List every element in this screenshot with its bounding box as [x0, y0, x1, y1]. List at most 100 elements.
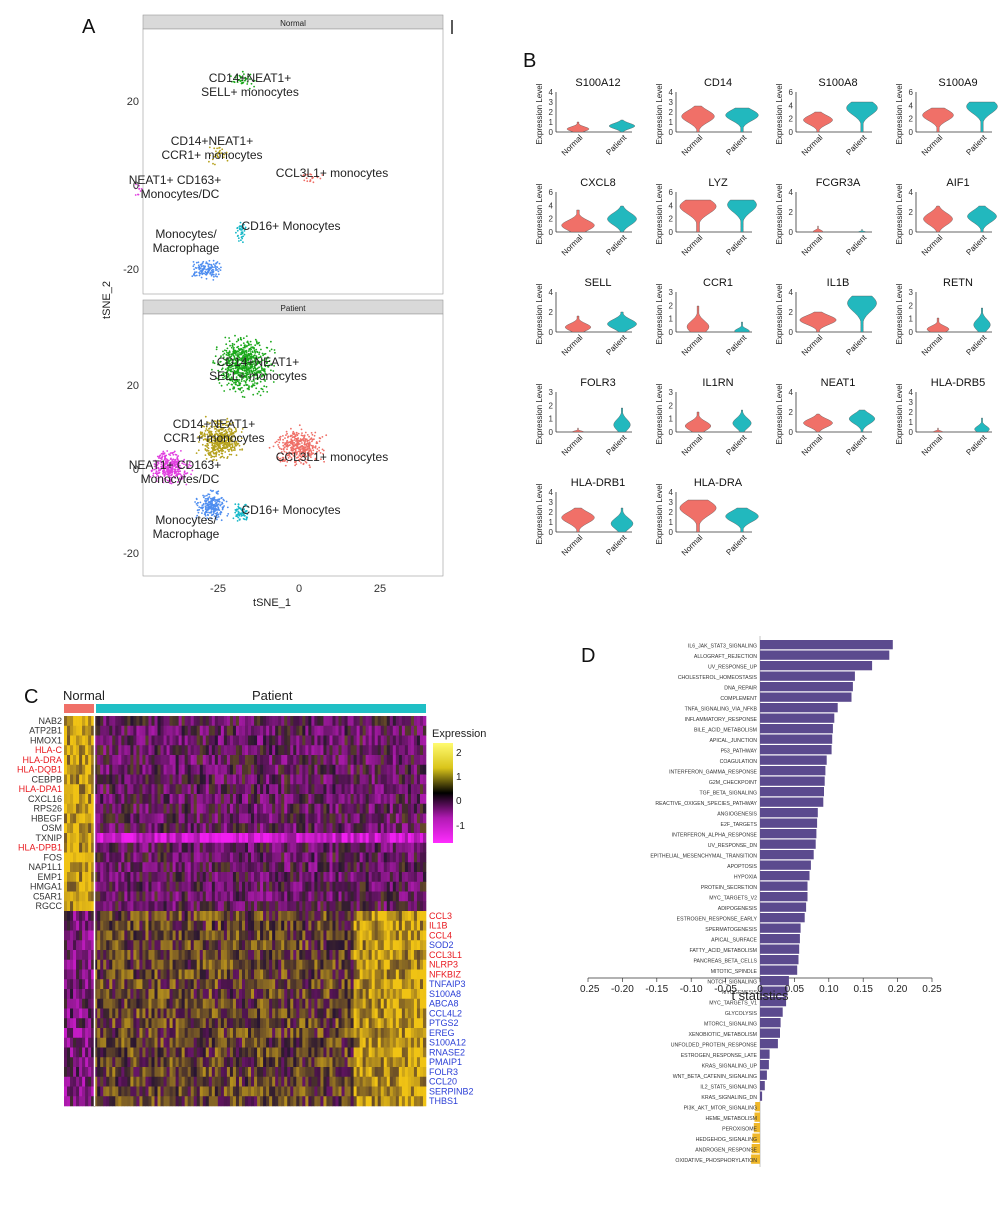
- heatmap-cell: [368, 774, 372, 785]
- heatmap-cell: [272, 823, 276, 834]
- normal-facet-label: Normal: [280, 19, 306, 28]
- heatmap-cell: [172, 755, 176, 766]
- heatmap-cell: [299, 784, 303, 795]
- tsne-y-ticks: 20 0 -20 20 0 -20: [123, 96, 139, 560]
- patient-point-sell: [264, 380, 266, 382]
- heatmap-cell: [260, 842, 264, 853]
- heatmap-cell: [413, 725, 418, 736]
- patient-point-cd16: [234, 503, 237, 506]
- heatmap-cell: [202, 725, 207, 736]
- heatmap-cell: [314, 852, 318, 863]
- normal-point-ccr1: [211, 158, 214, 161]
- heatmap-cell: [91, 725, 95, 736]
- heatmap-cell: [109, 813, 113, 824]
- normal-point-mac: [215, 269, 217, 271]
- violin-group-label: Patient: [604, 533, 629, 558]
- heatmap-cell: [103, 862, 107, 873]
- heatmap-cell: [296, 852, 300, 863]
- patient-point-sell: [266, 361, 268, 364]
- patient-point-ccl3l1: [310, 456, 312, 458]
- heatmap-cell: [407, 833, 412, 844]
- heatmap-cell: [314, 774, 318, 785]
- heatmap-cell: [395, 833, 400, 844]
- heatmap-cell: [365, 755, 369, 766]
- patient-point-cd163: [173, 470, 176, 472]
- heatmap-cell: [347, 774, 351, 785]
- heatmap-cell: [67, 901, 71, 912]
- heatmap-cell: [136, 872, 140, 883]
- heatmap-cell: [196, 725, 201, 736]
- heatmap-cell: [296, 891, 300, 902]
- heatmap-cell: [359, 784, 363, 795]
- patient-point-sell: [223, 390, 226, 392]
- violin-normal: [923, 205, 953, 233]
- heatmap-cell: [94, 716, 98, 727]
- heatmap-cell: [91, 716, 95, 727]
- heatmap-cell: [410, 823, 415, 834]
- heatmap-cell: [145, 745, 149, 756]
- heatmap-cell: [392, 774, 397, 785]
- patient-point-cd163: [183, 458, 186, 461]
- heatmap-cell: [238, 774, 243, 785]
- violin-gene-title: CD14: [704, 77, 732, 89]
- heatmap-cell: [205, 794, 210, 805]
- heatmap-cell: [202, 764, 207, 775]
- heatmap-cell: [254, 735, 258, 746]
- heatmap-cell: [196, 833, 201, 844]
- heatmap-cell: [151, 716, 155, 727]
- heatmap-cell: [347, 852, 351, 863]
- heatmap-cell: [308, 764, 312, 775]
- patient-point-cd163: [170, 482, 173, 485]
- patient-point-ccr1: [215, 459, 218, 462]
- heatmap-cell: [178, 852, 182, 863]
- violin-y-tick: 1: [549, 415, 554, 424]
- patient-point-mac: [213, 515, 216, 518]
- heatmap-cell: [94, 745, 98, 756]
- heatmap-cell: [368, 862, 372, 873]
- patient-point-mac: [212, 509, 215, 511]
- heatmap-cell: [217, 891, 222, 902]
- heatmap-cell: [365, 803, 369, 814]
- heatmap-cell: [341, 755, 345, 766]
- patient-point-cd163: [189, 464, 192, 467]
- heatmap-cell: [157, 862, 161, 873]
- heatmap-cell: [139, 774, 143, 785]
- heatmap-cell: [181, 764, 185, 775]
- heatmap-cell: [76, 901, 80, 912]
- heatmap-cell: [70, 803, 74, 814]
- heatmap-cell: [175, 891, 179, 902]
- heatmap-cell: [353, 725, 357, 736]
- heatmap-cell: [347, 823, 351, 834]
- violin-gene-title: AIF1: [946, 177, 969, 189]
- patient-point-ccl3l1: [323, 460, 325, 463]
- patient-point-mac: [211, 497, 214, 500]
- heatmap-cell: [217, 784, 222, 795]
- patient-point-sell: [255, 387, 258, 390]
- heatmap-cell: [112, 891, 116, 902]
- heatmap-cell: [220, 852, 225, 863]
- heatmap-cell: [217, 725, 222, 736]
- patient-point-mac: [213, 496, 216, 499]
- heatmap-cell: [124, 745, 128, 756]
- heatmap-cell: [323, 881, 327, 892]
- patient-point-sell: [215, 377, 218, 380]
- heatmap-cell: [202, 803, 207, 814]
- heatmap-cell: [79, 833, 83, 844]
- heatmap-cell: [263, 813, 267, 824]
- heatmap-cell: [329, 862, 333, 873]
- patient-point-ccr1: [219, 436, 222, 438]
- patient-point-ccr1: [218, 450, 221, 452]
- heatmap-cell: [145, 803, 149, 814]
- heatmap-cell: [79, 803, 83, 814]
- heatmap-cell: [302, 852, 306, 863]
- violin-group-label: Patient: [604, 333, 629, 358]
- heatmap-cell: [133, 735, 137, 746]
- patient-point-sell: [239, 375, 241, 378]
- heatmap-cell: [184, 794, 188, 805]
- heatmap-cell: [232, 735, 237, 746]
- heatmap-cell: [73, 803, 77, 814]
- patient-point-sell: [228, 359, 231, 362]
- heatmap-cell: [311, 803, 315, 814]
- patient-point-ccl3l1: [284, 464, 287, 467]
- heatmap-cell: [380, 764, 385, 775]
